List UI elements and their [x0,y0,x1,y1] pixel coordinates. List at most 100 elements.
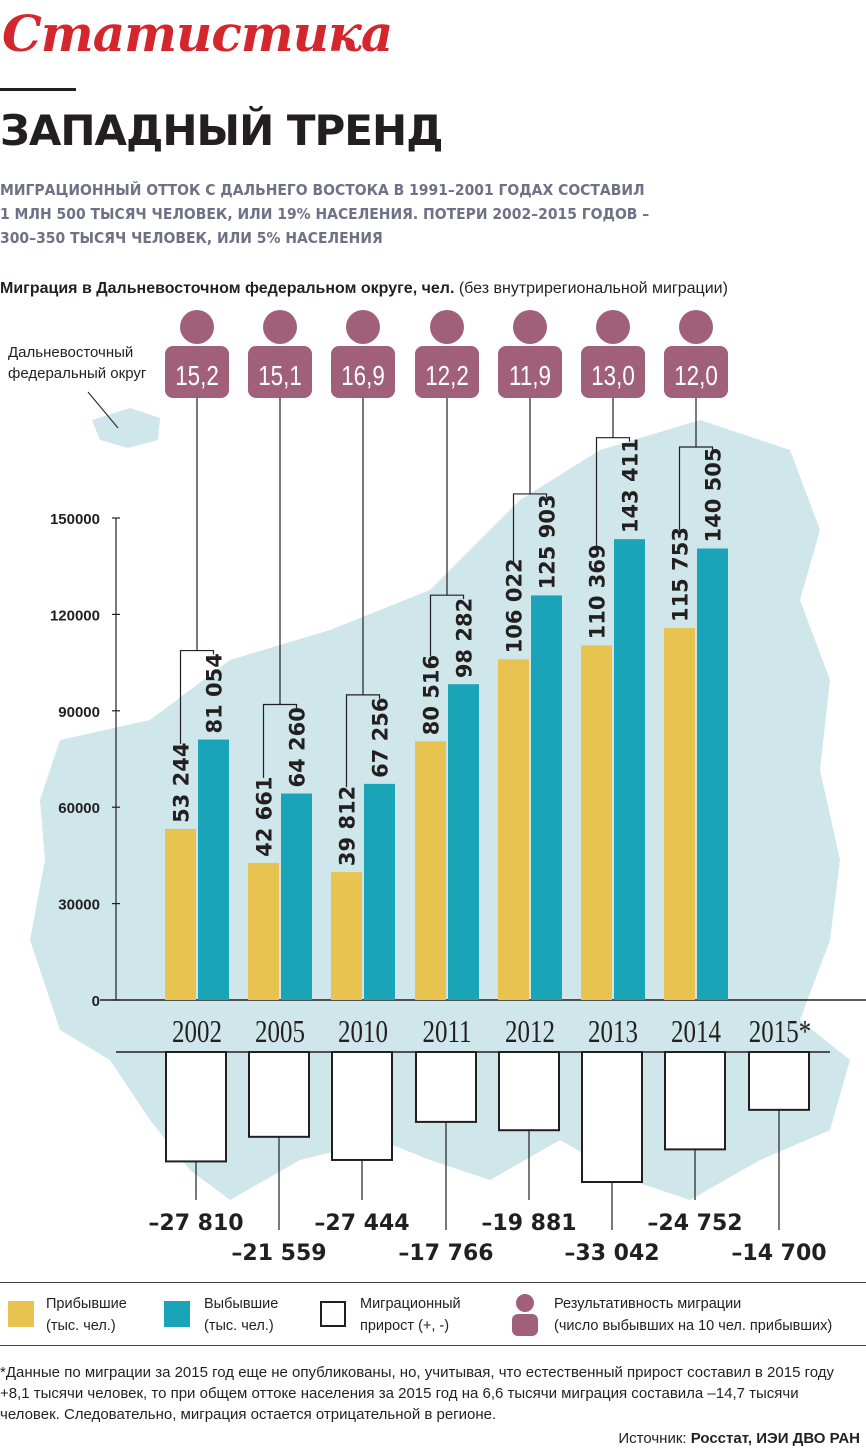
departures-value-label: 98 282 [453,598,477,678]
arrivals-value-label: 39 812 [336,786,360,866]
person-icon-body [664,346,728,398]
departures-value-label: 64 260 [286,707,310,787]
net-migration-bars: –27 810 –21 559 –27 444 –17 766 –19 881 –33 0… [148,1051,827,1266]
arrivals-value-label: 115 753 [669,527,693,622]
net-migration-bar [664,1051,726,1151]
legend-item-efficiency: Результативность миграции (число выбывши… [554,1293,832,1337]
legend-label: Выбывшие [204,1296,279,1312]
efficiency-value-label: 15,1 [258,361,302,392]
departures-bar [448,684,479,1000]
efficiency-value-label: 12,0 [674,361,718,392]
legend-item-net: Миграционный прирост (+, -) [360,1293,461,1337]
departures-value-label: 125 903 [536,494,560,589]
legend-label: прирост (+, -) [360,1318,450,1334]
net-migration-bar [498,1051,560,1132]
person-icon-head [513,310,547,344]
departures-bar [281,793,312,1000]
legend-label: Результативность миграции [554,1296,742,1312]
x-tick-label: 2012 [505,1014,555,1050]
russia-minimap [92,408,160,448]
subtitle-line: МИГРАЦИОННЫЙ ОТТОК С ДАЛЬНЕГО ВОСТОКА В … [0,181,645,199]
efficiency-value-label: 12,2 [425,361,469,392]
legend: Прибывшие (тыс. чел.) Выбывшие (тыс. чел… [0,1282,866,1346]
legend-swatch-arrivals [8,1301,34,1327]
region-label-leader [87,391,119,429]
subtitle-line: 1 МЛН 500 ТЫСЯЧ ЧЕЛОВЕК, ИЛИ 19% НАСЕЛЕН… [0,205,650,223]
net-migration-value-label: –21 559 [231,1241,326,1266]
y-axis: 150000 120000 90000 60000 30000 0 2002 2005 2010… [50,511,866,1053]
net-migration-value-label: –33 042 [564,1241,659,1266]
person-icon-body [248,346,312,398]
person-icon-head [596,310,630,344]
region-label-line: федеральный округ [8,365,147,382]
net-migration-bar [415,1051,477,1123]
legend-label: (тыс. чел.) [204,1318,274,1334]
departures-bar [198,739,229,1000]
efficiency-value-label: 15,2 [175,361,219,392]
legend-swatch-departures [164,1301,190,1327]
efficiency-value-label: 16,9 [341,361,385,392]
y-tick-label: 60000 [58,800,100,817]
arrivals-value-label: 80 516 [420,655,444,735]
arrivals-bar [581,645,612,1000]
net-migration-bar [331,1051,393,1161]
efficiency-value-label: 13,0 [591,361,635,392]
bars: 53 244 81 054 42 661 64 260 39 812 67 256 80 5… [165,438,728,1000]
legend-item-arrivals: Прибывшие (тыс. чел.) [46,1293,127,1337]
region-label: Дальневосточный федеральный округ [8,342,146,384]
net-migration-value-label: –27 444 [314,1211,409,1236]
departures-bar [697,548,728,1000]
arrivals-bar [165,828,196,1000]
subtitle: МИГРАЦИОННЫЙ ОТТОК С ДАЛЬНЕГО ВОСТОКА В … [0,178,700,250]
y-tick-label: 120000 [50,607,100,624]
net-migration-value-label: –14 700 [731,1241,826,1266]
efficiency-value-label: 11,9 [509,361,551,392]
arrivals-value-label: 110 369 [586,544,610,639]
source: Источник: Росстат, ИЭИ ДВО РАН [618,1430,860,1447]
y-tick-label: 150000 [50,511,100,528]
efficiency-bracket [595,437,631,548]
footnote: *Данные по миграции за 2015 год еще не о… [0,1364,835,1423]
departures-value-label: 81 054 [203,653,227,733]
person-icon-body [415,346,479,398]
departures-value-label: 140 505 [702,448,726,543]
net-migration-value-label: –27 810 [148,1211,243,1236]
arrivals-bar [248,862,279,1000]
net-migration-bar [748,1051,810,1111]
arrivals-bar [498,659,529,1000]
efficiency-markers: 15,2 15,1 16,9 12,2 11,9 13,0 12,0 [165,310,728,788]
person-icon-head [263,310,297,344]
person-icon-head [180,310,214,344]
departures-bar [531,595,562,1000]
title-rule [0,88,76,91]
y-tick-label: 30000 [58,897,100,914]
y-tick-label: 90000 [58,704,100,721]
efficiency-bracket [512,493,548,562]
person-icon-body [581,346,645,398]
person-icon [512,1294,538,1336]
source-name: Росстат, ИЭИ ДВО РАН [690,1430,860,1447]
legend-label: Прибывшие [46,1296,127,1312]
x-tick-label: 2013 [588,1014,638,1050]
x-tick-label: 2010 [338,1014,388,1050]
person-icon-head [346,310,380,344]
arrivals-bar [664,628,695,1000]
x-tick-label: 2002 [172,1014,222,1050]
arrivals-value-label: 106 022 [503,558,527,653]
y-tick-label: 0 [92,993,100,1010]
chart-heading: Миграция в Дальневосточном федеральном о… [0,280,728,298]
arrivals-bar [331,872,362,1000]
person-icon-body [331,346,395,398]
logo: Статистика [0,0,393,80]
page-title: ЗАПАДНЫЙ ТРЕНД [0,106,444,155]
net-migration-value-label: –17 766 [398,1241,493,1266]
person-icon-body [165,346,229,398]
migration-chart: 150000 120000 90000 60000 30000 0 2002 2005 2010… [30,310,866,1266]
legend-label: (число выбывших на 10 чел. прибывших) [554,1318,833,1334]
legend-label: Миграционный [360,1296,461,1312]
departures-value-label: 67 256 [369,698,393,778]
chart-heading-bold: Миграция в Дальневосточном федеральном о… [0,280,455,297]
net-migration-bar [165,1051,227,1163]
x-tick-label: 2014 [671,1014,721,1050]
chart-heading-normal: (без внутрирегиональной миграции) [458,280,728,297]
